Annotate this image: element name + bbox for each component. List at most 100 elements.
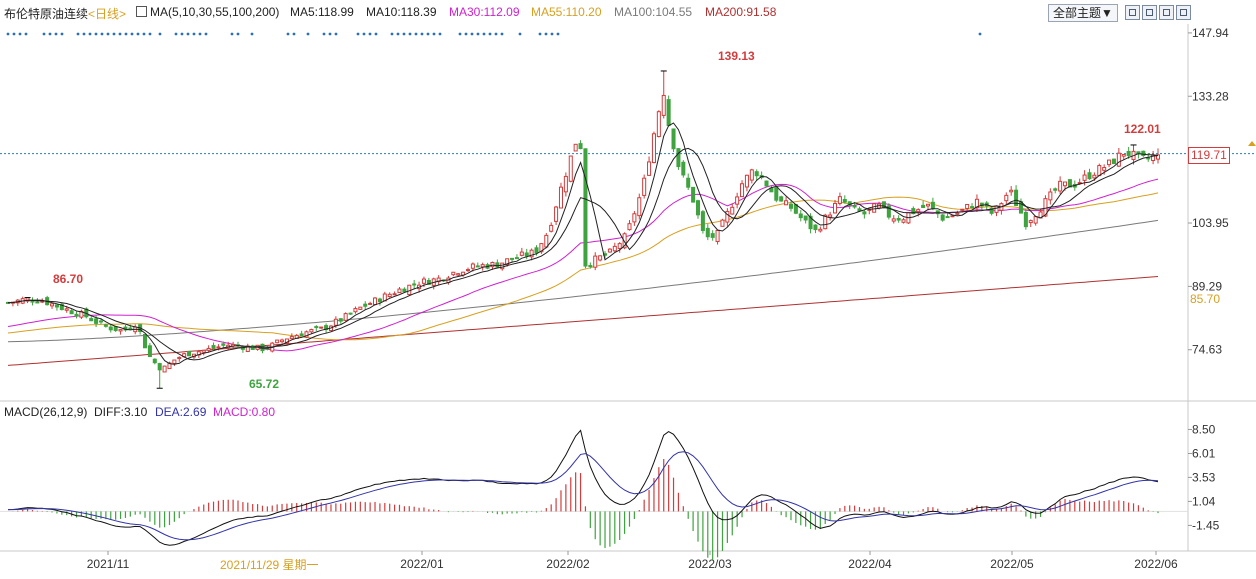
candle-body xyxy=(480,264,485,268)
y-tick-label: 89.29 xyxy=(1192,279,1222,293)
candle-body xyxy=(607,248,612,253)
signal-dot xyxy=(12,32,16,36)
candle-body xyxy=(573,143,578,152)
x-tick-label: 2022/01 xyxy=(400,557,444,571)
candle-body xyxy=(891,218,896,222)
signal-dot xyxy=(48,32,52,36)
signal-dot xyxy=(374,32,378,36)
candle-body xyxy=(1082,174,1087,181)
ma30-value: MA30:112.09 xyxy=(449,5,520,19)
candle-body xyxy=(632,213,637,223)
signal-dot xyxy=(426,32,430,36)
annotation-high-start: 86.70 xyxy=(53,272,84,286)
candle-body xyxy=(974,198,979,209)
candle-body xyxy=(588,265,593,268)
signal-dot xyxy=(148,32,152,36)
candle-body xyxy=(1126,150,1131,157)
signal-dot xyxy=(464,32,468,36)
signal-dot xyxy=(368,32,372,36)
signal-dot xyxy=(124,32,128,36)
ma100-line xyxy=(7,219,1159,343)
signal-dot xyxy=(118,32,122,36)
candle-body xyxy=(108,326,113,331)
signal-dot xyxy=(544,32,548,36)
candle-body xyxy=(524,252,529,257)
ma-settings-icon[interactable] xyxy=(136,6,147,17)
candle-body xyxy=(764,180,769,187)
candle-body xyxy=(69,310,74,315)
ma100-value: MA100:104.55 xyxy=(614,5,693,19)
candle-body xyxy=(289,336,294,340)
candle-body xyxy=(784,200,789,206)
candle-body xyxy=(402,288,407,293)
candle-body xyxy=(1053,188,1058,191)
signal-dot xyxy=(390,32,394,36)
candle-body xyxy=(979,202,984,207)
candle-body xyxy=(539,243,544,253)
candle-body xyxy=(940,214,945,221)
signal-dot xyxy=(420,32,424,36)
y-tick-label: 103.95 xyxy=(1192,216,1229,230)
period-label[interactable]: <日线> xyxy=(88,7,127,21)
candle-body xyxy=(725,210,730,223)
candle-body xyxy=(691,186,696,203)
candle-body xyxy=(622,233,627,249)
signal-dot xyxy=(396,32,400,36)
candle-body xyxy=(598,255,603,261)
ma200-value: MA200:91.58 xyxy=(705,5,777,19)
candle-body xyxy=(925,203,931,207)
candle-body xyxy=(456,273,461,276)
signal-dot xyxy=(174,32,178,36)
candle-body xyxy=(470,263,475,269)
candle-body xyxy=(1009,189,1014,193)
signal-dot xyxy=(408,32,412,36)
annotation-recent-high: 122.01 xyxy=(1124,122,1161,136)
candle-body xyxy=(1107,159,1112,166)
candle-body xyxy=(808,215,813,230)
signal-dot xyxy=(494,32,498,36)
candle-body xyxy=(916,209,921,213)
signal-dot xyxy=(470,32,474,36)
theme-dropdown-button[interactable]: 全部主题▼ xyxy=(1048,4,1118,22)
signal-dot xyxy=(500,32,504,36)
zoom-in-icon[interactable] xyxy=(1125,5,1140,20)
candle-body xyxy=(333,318,338,326)
signal-dot xyxy=(88,32,92,36)
signal-dot xyxy=(158,32,162,36)
macd-diff: DIFF:3.10 xyxy=(94,405,148,419)
zoom-out-icon[interactable] xyxy=(1142,5,1157,20)
candle-body xyxy=(1048,191,1053,201)
signal-dot xyxy=(432,32,436,36)
candle-body xyxy=(960,208,965,211)
y-tick-label: 147.94 xyxy=(1192,26,1229,40)
candle-body xyxy=(779,196,784,202)
signal-dot xyxy=(186,32,190,36)
macd-diff-line xyxy=(7,429,1159,546)
signal-dot xyxy=(518,32,522,36)
candle-body xyxy=(54,304,59,308)
x-tick-label: 2022/05 xyxy=(990,557,1034,571)
candle-body xyxy=(700,211,705,231)
candle-body xyxy=(314,326,319,329)
candle-body xyxy=(475,265,480,268)
ma200-line xyxy=(7,276,1159,366)
candle-body xyxy=(387,293,392,297)
signal-dot xyxy=(136,32,140,36)
signal-dot xyxy=(334,32,338,36)
candle-body xyxy=(373,297,378,306)
settings-icon[interactable] xyxy=(1176,5,1191,20)
candle-body xyxy=(842,199,847,203)
candle-body xyxy=(833,202,838,214)
candle-body xyxy=(143,333,148,349)
candle-body xyxy=(862,211,867,215)
candle-body xyxy=(1028,220,1033,224)
candle-body xyxy=(637,197,642,217)
signal-dot xyxy=(130,32,134,36)
signal-dot xyxy=(180,32,184,36)
layout-icon[interactable] xyxy=(1159,5,1174,20)
signal-dot xyxy=(556,32,560,36)
signal-dot xyxy=(458,32,462,36)
candle-body xyxy=(368,302,373,305)
signal-dot xyxy=(476,32,480,36)
